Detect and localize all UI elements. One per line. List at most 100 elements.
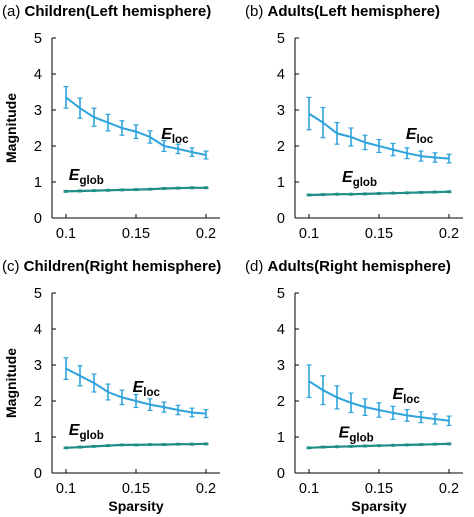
x-tick-label: 0.2 [439,481,459,497]
panel-title: (d) Adults(Right hemisphere) [245,258,451,275]
series-e-glob-point [148,187,152,191]
x-tick-label: 0.2 [196,226,216,242]
y-tick-label: 4 [277,67,285,83]
series-e-glob-point [78,189,82,193]
y-tick-label: 1 [277,175,285,191]
series-e-glob-point [307,193,311,197]
series-e-glob-point [92,444,96,448]
panel-a: (a) Children(Left hemisphere) 0 1 2 3 4 5 0.1 0.… [2,3,220,242]
series-e-glob-point [377,444,381,448]
series-e-glob-point [363,444,367,448]
y-tick-label: 1 [34,175,42,191]
y-tick-label: 5 [277,31,285,47]
x-axis-label: Sparsity [108,498,163,514]
series-e-glob-point [176,186,180,190]
panel-c: (c) Children(Right hemisphere) 0 1 2 3 4 5 0.1 0… [2,258,221,514]
x-tick-label: 0.15 [365,226,393,242]
series-e-glob-point [419,190,423,195]
panel-letter: (d) [245,258,268,275]
series-e-glob-point [307,446,311,450]
series-e-glob-point [134,443,138,447]
panel-title-text: Children(Left hemisphere) [25,3,212,20]
series-e-glob-point [447,190,451,194]
x-tick-label: 0.1 [299,481,319,497]
y-tick-label: 1 [277,430,285,446]
series-e-glob-point [120,188,124,192]
y-tick-label: 2 [34,394,42,410]
y-tick-label: 5 [277,286,285,302]
x-tick-label: 0.15 [365,481,393,497]
y-tick-label: 0 [34,211,42,227]
series-e-glob-point [349,444,353,448]
series-e-glob-point [321,445,325,449]
y-tick-label: 3 [277,358,285,374]
series-e-glob-point [78,445,82,449]
series-e-glob-point [349,192,353,196]
y-tick-label: 3 [34,103,42,119]
series-label-sub: loc [403,394,420,406]
series-e-glob-point [335,445,339,449]
x-tick-label: 0.15 [122,226,150,242]
panel-letter: (a) [2,3,25,20]
x-tick-label: 0.1 [56,226,76,242]
series-e-glob-point [335,192,339,196]
series-label-sub: glob [79,430,103,442]
panel-letter: (c) [2,258,24,275]
panel-title-text: Adults(Right hemisphere) [268,258,451,275]
series-label-sub: glob [349,433,373,445]
series-e-glob-point [405,443,409,447]
panel-title-text: Children(Right hemisphere) [24,258,222,275]
series-label-main: E [342,169,354,186]
y-tick-label: 4 [277,322,285,338]
x-tick-label: 0.2 [439,226,459,242]
series-e-glob-point [148,442,152,447]
series-label-main: E [69,422,81,439]
series-label-main: E [161,126,173,143]
series-label-main: E [133,379,145,396]
series-e-glob-point [190,442,194,446]
series-e-glob-label: Eglob [69,167,104,187]
x-axis-label: Sparsity [351,498,406,514]
series-e-glob-point [391,443,395,447]
series-e-glob-point [204,442,208,446]
x-tick-label: 0.15 [122,481,150,497]
y-tick-label: 1 [34,430,42,446]
x-tick-label: 0.1 [299,226,319,242]
y-axis-label: Magnitude [3,93,19,163]
series-e-glob-point [405,191,409,195]
panel-d: (d) Adults(Right hemisphere) 0 1 2 3 4 5 0.1 0.1… [245,258,463,514]
series-e-glob-point [162,442,166,447]
series-label-main: E [69,167,81,184]
series-e-glob-point [419,442,423,447]
series-e-glob-label: Eglob [342,169,377,189]
series-e-glob-label: Eglob [339,425,374,445]
panel-title: (b) Adults(Left hemisphere) [245,3,440,20]
series-label-sub: glob [79,175,103,187]
series-e-glob-label: Eglob [69,422,104,442]
panel-b: (b) Adults(Left hemisphere) 0 1 2 3 4 5 0.1 0.15… [245,3,463,242]
series-e-glob-point [190,186,194,190]
series-e-glob-point [176,442,180,446]
panel-title: (c) Children(Right hemisphere) [2,258,221,275]
series-e-glob-point [64,446,68,450]
panel-title-text: Adults(Left hemisphere) [268,3,441,20]
series-e-glob-point [204,186,208,190]
series-e-loc-label: Eloc [161,126,189,146]
series-label-sub: loc [143,387,160,399]
series-e-glob-point [391,191,395,195]
y-tick-label: 5 [34,31,42,47]
series-label-main: E [406,126,418,143]
series-e-glob-point [64,189,68,193]
y-tick-label: 4 [34,322,42,338]
series-e-glob-point [162,186,166,191]
series-e-glob-point [92,189,96,193]
series-label-main: E [339,425,351,442]
y-tick-label: 5 [34,286,42,302]
y-axis-label: Magnitude [3,348,19,418]
series-e-glob-point [433,442,437,446]
y-tick-label: 4 [34,67,42,83]
y-tick-label: 0 [277,211,285,227]
panel-letter: (b) [245,3,268,20]
y-tick-label: 2 [277,139,285,155]
